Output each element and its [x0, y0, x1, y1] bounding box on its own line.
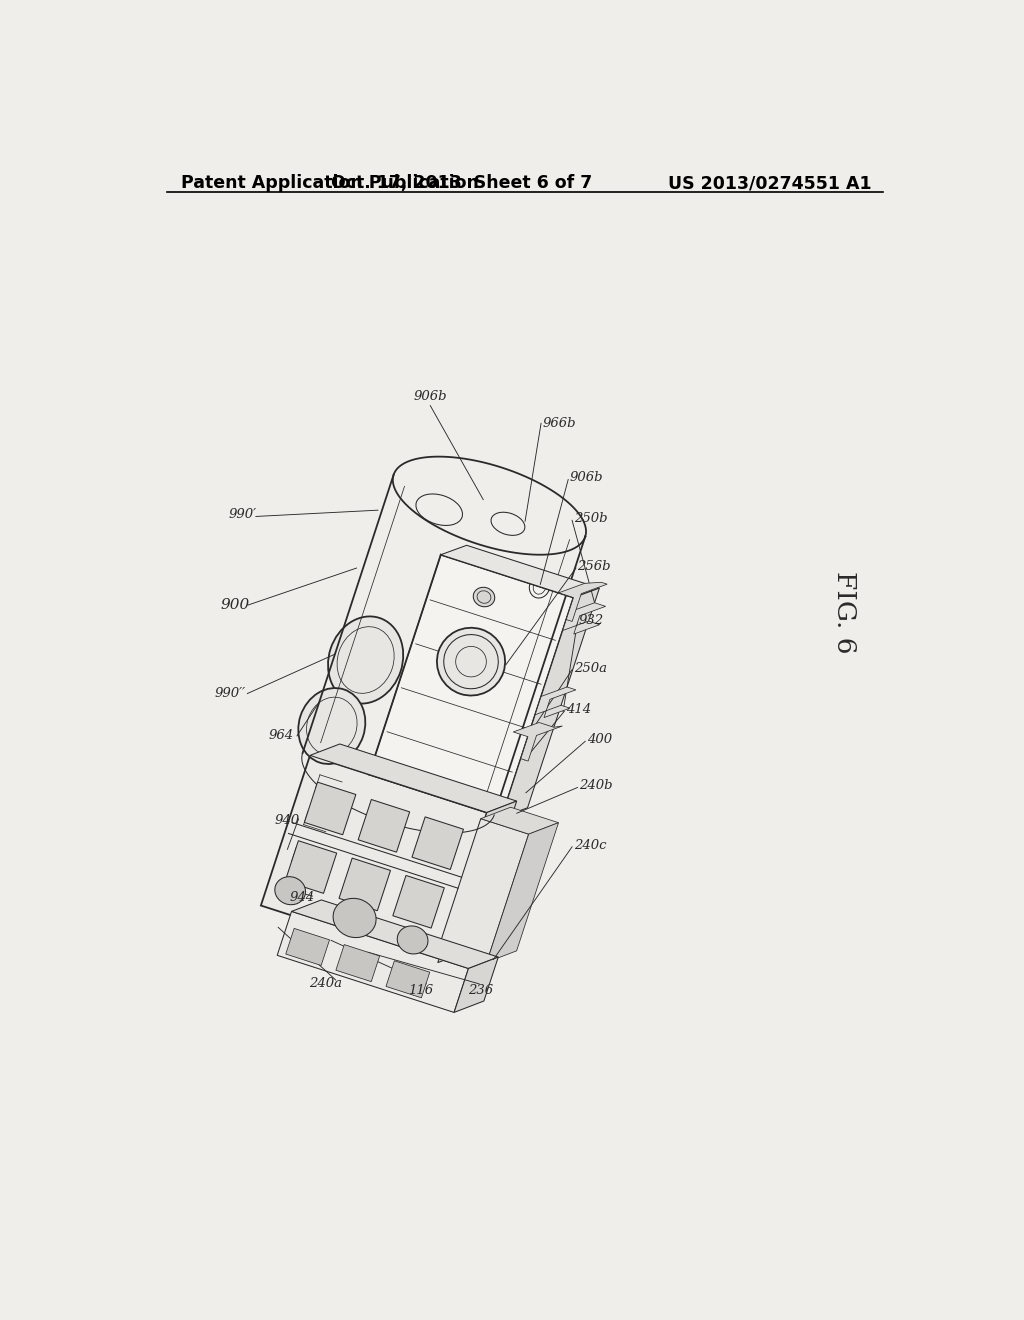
- Text: 932: 932: [579, 614, 604, 627]
- Polygon shape: [369, 554, 573, 817]
- Polygon shape: [310, 744, 517, 813]
- Polygon shape: [286, 928, 330, 965]
- Polygon shape: [559, 582, 607, 622]
- Ellipse shape: [274, 876, 305, 904]
- Text: 414: 414: [566, 704, 591, 717]
- Text: 990′: 990′: [228, 508, 257, 520]
- Polygon shape: [358, 800, 410, 853]
- Polygon shape: [286, 841, 337, 894]
- Polygon shape: [440, 545, 599, 598]
- Polygon shape: [438, 801, 517, 962]
- Ellipse shape: [298, 688, 366, 764]
- Text: 250a: 250a: [573, 661, 606, 675]
- Polygon shape: [513, 722, 562, 762]
- Polygon shape: [339, 858, 390, 911]
- Text: 906b: 906b: [414, 391, 447, 404]
- Polygon shape: [481, 808, 558, 834]
- Ellipse shape: [328, 616, 403, 704]
- Polygon shape: [502, 589, 599, 817]
- Polygon shape: [562, 603, 605, 634]
- Polygon shape: [486, 822, 558, 962]
- Polygon shape: [439, 818, 528, 962]
- Text: 256b: 256b: [578, 560, 611, 573]
- Text: Oct. 17, 2013  Sheet 6 of 7: Oct. 17, 2013 Sheet 6 of 7: [331, 174, 592, 191]
- Text: US 2013/0274551 A1: US 2013/0274551 A1: [669, 174, 872, 191]
- Text: 964: 964: [269, 730, 294, 742]
- Text: 236: 236: [468, 983, 494, 997]
- Polygon shape: [454, 957, 499, 1012]
- Text: 990′′: 990′′: [215, 686, 246, 700]
- Polygon shape: [393, 875, 444, 928]
- Text: FIG. 6: FIG. 6: [833, 572, 857, 653]
- Text: 944: 944: [290, 891, 315, 904]
- Ellipse shape: [397, 925, 428, 954]
- Text: 940: 940: [274, 814, 299, 828]
- Ellipse shape: [333, 899, 376, 937]
- Text: 240c: 240c: [573, 838, 606, 851]
- Polygon shape: [304, 783, 356, 834]
- Polygon shape: [536, 686, 575, 718]
- Polygon shape: [336, 945, 380, 982]
- Text: 900: 900: [220, 598, 250, 612]
- Text: 250b: 250b: [573, 512, 607, 525]
- Polygon shape: [386, 961, 430, 998]
- Text: 966b: 966b: [543, 417, 577, 430]
- Ellipse shape: [473, 587, 495, 607]
- Text: Patent Application Publication: Patent Application Publication: [180, 174, 478, 191]
- Polygon shape: [412, 817, 464, 870]
- Ellipse shape: [437, 628, 505, 696]
- Text: 240b: 240b: [579, 779, 612, 792]
- Text: 116: 116: [409, 983, 433, 997]
- Text: 400: 400: [587, 733, 612, 746]
- Polygon shape: [278, 911, 468, 1012]
- Text: 906b: 906b: [569, 471, 603, 484]
- Polygon shape: [292, 900, 499, 969]
- Polygon shape: [261, 755, 486, 962]
- Text: 240a: 240a: [309, 977, 342, 990]
